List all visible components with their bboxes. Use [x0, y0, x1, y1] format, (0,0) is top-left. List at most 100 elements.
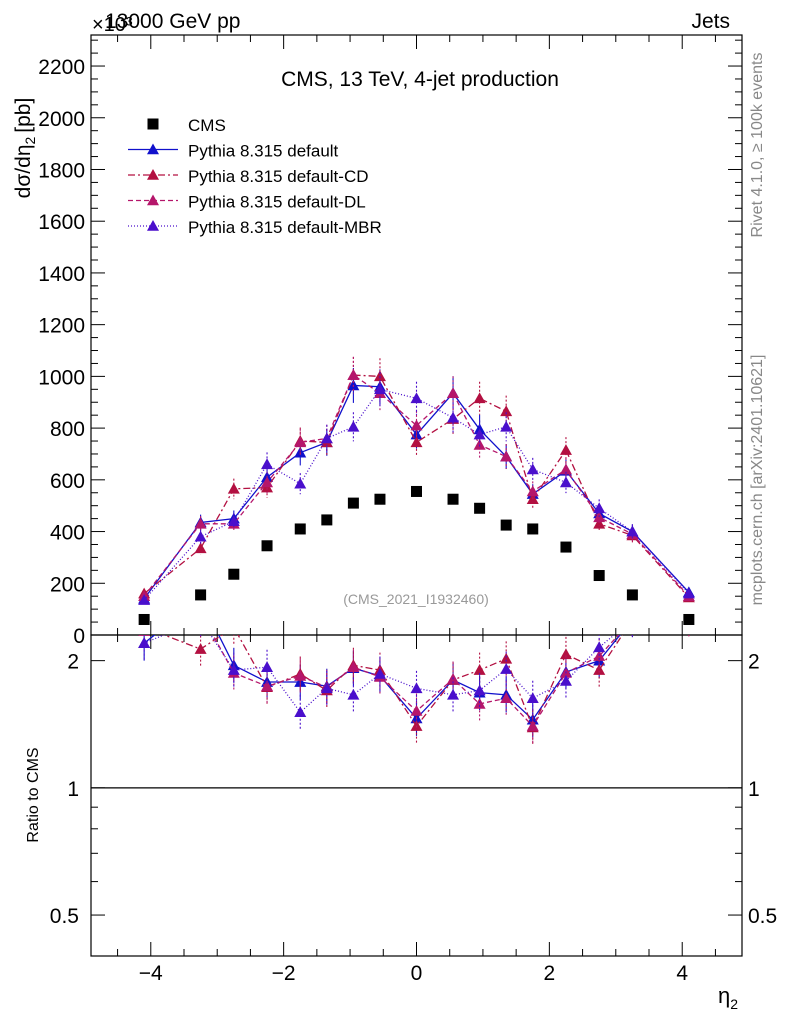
- ratio-point: [526, 720, 539, 731]
- series-point: [473, 438, 486, 450]
- y-axis-label-sub: 2: [22, 136, 38, 144]
- data-point: [261, 540, 273, 552]
- ratio-point: [526, 692, 539, 703]
- chart-title: CMS, 13 TeV, 4-jet production: [281, 68, 559, 91]
- series-point: [138, 594, 151, 605]
- ratio-plot-area: [138, 607, 690, 745]
- y-tick-label: 1000: [38, 366, 85, 389]
- y-axis-label-unit: [pb]: [12, 98, 35, 133]
- y-tick-label: 200: [50, 573, 85, 596]
- series-point: [347, 369, 360, 380]
- exponent-label: ×10³: [92, 14, 133, 36]
- series-point: [473, 392, 486, 404]
- ratio-y-axis: 0.5 0.5 1 1 2 2: [50, 651, 777, 957]
- ratio-point: [500, 663, 513, 674]
- ratio-point: [593, 641, 606, 653]
- series-point: [559, 463, 572, 475]
- data-point: [294, 523, 306, 535]
- series-point: [320, 432, 333, 444]
- ratio-point: [261, 661, 274, 672]
- main-y-axis: 0 200 400 600 800 1000 1200 1400 1600 1800 2000 220…: [38, 39, 742, 648]
- x-axis: −4 −2 0 2 4: [117, 35, 716, 985]
- legend-label: Pythia 8.315 default-MBR: [188, 218, 382, 237]
- x-tick-label: −4: [139, 962, 163, 985]
- ratio-point: [626, 614, 638, 625]
- series-point: [526, 463, 539, 475]
- ratio-point: [559, 648, 572, 660]
- ratio-point: [626, 614, 638, 625]
- legend-marker: [147, 169, 159, 180]
- ratio-point: [194, 643, 207, 654]
- jets-label: Jets: [691, 10, 730, 33]
- x-tick-label: −2: [272, 962, 296, 985]
- ratio-tick-label-left: 0.5: [50, 905, 79, 928]
- x-tick-label: 2: [544, 962, 556, 985]
- data-point: [474, 502, 486, 514]
- ratio-point: [500, 692, 513, 703]
- ratio-point: [373, 667, 386, 679]
- energy-label: 13000 GeV pp: [105, 10, 240, 33]
- ratio-line: [143, 635, 616, 714]
- y-tick-label: 600: [50, 470, 85, 493]
- analysis-watermark: (CMS_2021_I1932460): [343, 591, 489, 607]
- ratio-point: [473, 697, 486, 709]
- ratio-tick-label-right: 2: [748, 651, 760, 674]
- y-tick-label: 800: [50, 418, 85, 441]
- series-point: [294, 436, 307, 448]
- y-axis-label: dσ/dη2 [pb]: [12, 98, 38, 199]
- series-point: [347, 420, 360, 432]
- ratio-point: [227, 664, 240, 675]
- legend-label: Pythia 8.315 default-DL: [188, 193, 366, 212]
- data-point: [593, 570, 605, 582]
- series-point: [559, 476, 572, 488]
- legend-marker: [147, 143, 159, 155]
- y-tick-label: 400: [50, 522, 85, 545]
- x-axis-label: η2: [718, 983, 738, 1012]
- series-point: [373, 383, 386, 395]
- ratio-point: [261, 680, 274, 692]
- ratio-point: [138, 637, 151, 648]
- ratio-tick-label-left: 1: [67, 778, 79, 801]
- series-point: [294, 477, 307, 489]
- series-point: [261, 476, 274, 488]
- legend-label: Pythia 8.315 default: [188, 142, 339, 161]
- y-tick-label: 1600: [38, 211, 85, 234]
- series-point: [447, 411, 460, 423]
- rivet-version-label: Rivet 4.1.0, ≥ 100k events: [749, 53, 766, 238]
- ratio-point: [294, 706, 307, 718]
- ratio-point: [195, 607, 207, 618]
- ratio-axis-label: Ratio to CMS: [25, 747, 42, 842]
- data-point: [683, 613, 695, 625]
- series-point: [593, 517, 606, 529]
- legend-marker: [147, 194, 159, 206]
- series-point: [473, 428, 486, 440]
- data-point: [500, 519, 512, 531]
- series-point: [194, 542, 207, 554]
- series-point: [500, 450, 513, 462]
- series-point: [410, 419, 423, 431]
- series-line: [143, 374, 690, 597]
- ratio-point: [626, 614, 638, 625]
- main-plot-area: [138, 356, 695, 625]
- y-tick-label: 1800: [38, 159, 85, 182]
- data-point: [447, 493, 459, 505]
- legend: CMS Pythia 8.315 default Pythia 8.315 defa…: [128, 116, 382, 237]
- x-axis-label-main: η: [718, 983, 730, 1008]
- data-point: [347, 497, 359, 509]
- series-point: [526, 485, 539, 497]
- data-point: [195, 589, 207, 601]
- series-point: [227, 482, 240, 494]
- data-point: [560, 541, 572, 553]
- data-point: [411, 485, 422, 497]
- series-point: [593, 502, 606, 514]
- ratio-point: [228, 621, 240, 632]
- data-point: [626, 589, 638, 601]
- series-point: [447, 387, 460, 398]
- ratio-point: [559, 675, 572, 686]
- ratio-tick-label-right: 0.5: [748, 905, 777, 928]
- x-axis-label-sub: 2: [730, 996, 738, 1012]
- ratio-point: [195, 614, 207, 625]
- ratio-point: [294, 669, 307, 681]
- data-point: [138, 613, 150, 625]
